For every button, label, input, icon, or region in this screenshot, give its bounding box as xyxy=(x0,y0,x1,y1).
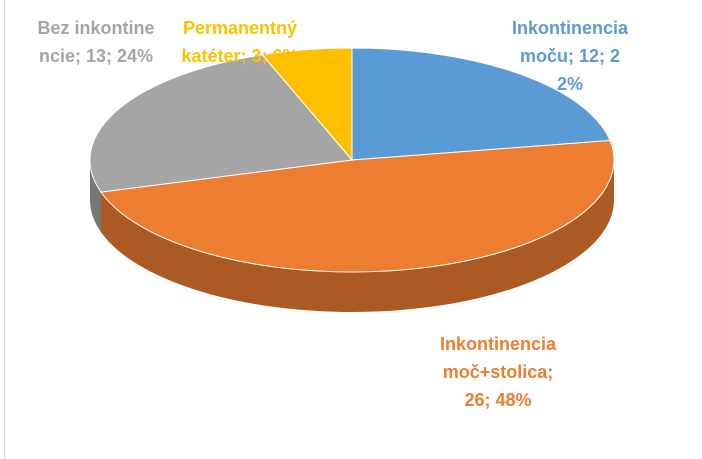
data-label: Bez inkontinencie; 13; 24% xyxy=(37,18,155,66)
slice xyxy=(261,47,353,162)
slice xyxy=(89,54,353,193)
data-label: Permanentný katéter; 3; 6% xyxy=(181,18,299,66)
slice xyxy=(100,140,615,273)
chart-border xyxy=(4,0,702,459)
slice-side xyxy=(101,160,615,312)
data-label: Inkontinencia moč+stolica; 26; 48% xyxy=(439,334,556,410)
slice xyxy=(351,47,611,161)
data-label: Inkontinencia moču; 12; 22% xyxy=(511,18,628,94)
slice-side xyxy=(90,160,102,233)
